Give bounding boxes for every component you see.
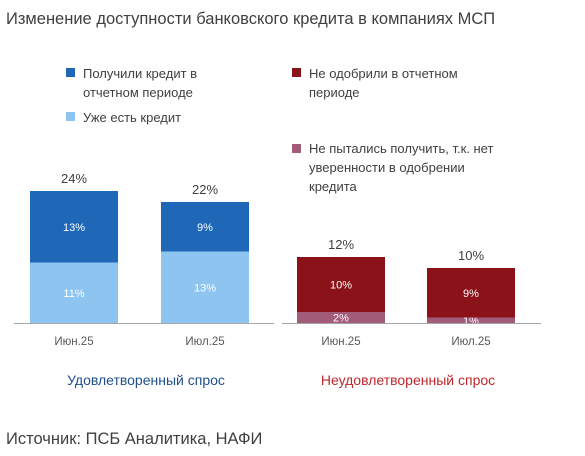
- legend-label: Не одобрили в отчетном периоде: [309, 66, 458, 100]
- panel-caption: Удовлетворенный спрос: [67, 372, 225, 388]
- x-tick-label: Июл.25: [185, 336, 224, 348]
- panel-caption: Неудовлетворенный спрос: [321, 372, 495, 388]
- data-label: 9%: [197, 222, 213, 234]
- data-label: 9%: [463, 288, 479, 300]
- total-label: 10%: [458, 248, 484, 263]
- data-label: 1%: [463, 315, 479, 327]
- total-label: 24%: [61, 171, 87, 186]
- legend-swatch: [66, 112, 75, 121]
- legend-label: Получили кредит в отчетном периоде: [83, 66, 197, 100]
- data-label: 10%: [330, 280, 352, 292]
- bar-segment: [297, 312, 385, 323]
- total-label: 12%: [328, 237, 354, 252]
- legend-swatch: [292, 68, 301, 77]
- bar-segment: [427, 268, 515, 318]
- data-label: 13%: [63, 222, 85, 234]
- data-label: 11%: [63, 288, 84, 300]
- legend-swatch: [292, 144, 301, 153]
- data-label: 13%: [194, 282, 216, 294]
- total-label: 22%: [192, 182, 218, 197]
- x-tick-label: Июн.25: [54, 336, 93, 348]
- chart-title: Изменение доступности банковского кредит…: [6, 10, 496, 28]
- bar-segment: [297, 257, 385, 312]
- data-label: 2%: [333, 313, 349, 325]
- bar-segment: [161, 202, 249, 252]
- legend-swatch: [66, 68, 75, 77]
- bar-segment: [30, 191, 118, 263]
- legend-label: Уже есть кредит: [83, 110, 181, 125]
- x-tick-label: Июн.25: [321, 336, 360, 348]
- bar-segment: [427, 317, 515, 323]
- source-note: Источник: ПСБ Аналитика, НАФИ: [6, 430, 263, 448]
- legend-label: Не пытались получить, т.к. нет уверенност…: [309, 141, 493, 194]
- x-tick-label: Июл.25: [451, 336, 490, 348]
- bar-segment: [30, 262, 118, 323]
- bar-segment: [161, 251, 249, 323]
